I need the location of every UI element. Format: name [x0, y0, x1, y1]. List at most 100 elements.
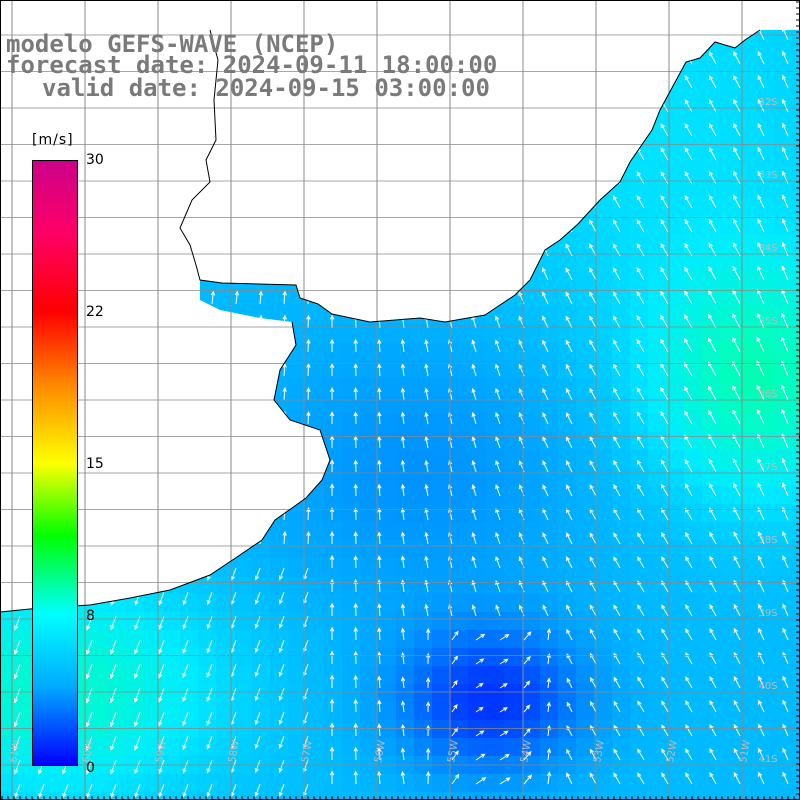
wind-arrow — [685, 772, 693, 785]
field-cell — [756, 684, 775, 703]
field-cell — [684, 90, 703, 109]
field-cell — [288, 774, 307, 793]
field-cell — [702, 540, 721, 559]
field-cell — [594, 396, 613, 415]
field-cell — [486, 720, 505, 739]
field-cell — [522, 342, 541, 361]
field-cell — [270, 576, 289, 595]
field-cell — [450, 324, 469, 343]
wind-arrow — [566, 748, 573, 761]
field-cell — [720, 396, 739, 415]
field-cell — [252, 630, 271, 649]
field-cell — [198, 630, 217, 649]
field-cell — [594, 558, 613, 577]
field-cell — [774, 648, 793, 667]
field-cell — [612, 468, 631, 487]
field-cell — [702, 324, 721, 343]
field-cell — [432, 486, 451, 505]
wind-arrow — [206, 639, 213, 654]
field-cell — [396, 504, 415, 523]
field-cell — [522, 396, 541, 415]
field-cell — [576, 666, 595, 685]
wind-arrow — [758, 747, 765, 761]
field-cell — [558, 702, 577, 721]
field-cell — [468, 792, 487, 800]
wind-arrow — [254, 759, 261, 774]
field-cell — [234, 648, 253, 667]
field-cell — [684, 720, 703, 739]
wind-arrow — [254, 735, 261, 750]
field-cell — [324, 378, 343, 397]
field-cell — [126, 648, 145, 667]
wind-arrow — [661, 556, 669, 569]
field-cell — [216, 612, 235, 631]
wind-arrow — [589, 411, 597, 425]
field-cell — [576, 702, 595, 721]
wind-arrow — [542, 387, 549, 401]
wind-arrow — [708, 409, 717, 425]
field-cell — [684, 342, 703, 361]
field-cell — [378, 522, 397, 541]
field-cell — [288, 738, 307, 757]
wind-arrow — [499, 777, 511, 785]
field-cell — [756, 342, 775, 361]
wind-arrow — [451, 703, 458, 713]
wind-arrow — [471, 555, 477, 569]
field-cell — [558, 378, 577, 397]
wind-arrow — [495, 436, 501, 449]
field-cell — [774, 702, 793, 721]
wind-arrow — [134, 783, 141, 798]
field-cell — [252, 540, 271, 559]
wind-arrow — [684, 147, 693, 161]
wind-arrow — [278, 759, 285, 774]
field-cell — [144, 792, 163, 800]
field-cell — [72, 792, 91, 800]
field-cell — [396, 630, 415, 649]
field-cell — [612, 270, 631, 289]
wind-arrow — [400, 507, 406, 521]
wind-arrow — [400, 747, 406, 761]
lat-label-37S: 37S — [758, 462, 777, 473]
wind-arrow — [613, 411, 621, 425]
wind-arrow — [757, 98, 765, 113]
field-cell — [342, 630, 361, 649]
field-cell — [378, 378, 397, 397]
field-cell — [792, 612, 800, 631]
wind-arrow — [613, 556, 621, 569]
field-cell — [576, 342, 595, 361]
field-cell — [684, 288, 703, 307]
wind-arrow — [329, 314, 335, 329]
wind-arrow — [684, 170, 693, 185]
field-cell — [648, 396, 667, 415]
field-cell — [630, 558, 649, 577]
field-cell — [450, 342, 469, 361]
field-cell — [396, 558, 415, 577]
field-cell — [720, 576, 739, 595]
field-cell — [720, 504, 739, 523]
wind-arrow — [782, 530, 789, 545]
field-cell — [684, 432, 703, 451]
field-cell — [756, 630, 775, 649]
field-cell — [504, 738, 523, 757]
field-cell — [270, 774, 289, 793]
wind-arrow — [495, 604, 501, 617]
wind-arrow — [542, 339, 549, 353]
field-cell — [432, 792, 451, 800]
field-cell — [522, 630, 541, 649]
field-cell — [702, 774, 721, 793]
wind-arrow — [475, 706, 484, 713]
wind-arrow — [613, 700, 621, 713]
wind-arrow — [589, 363, 597, 377]
wind-arrow — [733, 675, 741, 689]
field-cell — [558, 396, 577, 415]
field-cell — [522, 360, 541, 379]
field-cell — [252, 720, 271, 739]
field-cell — [234, 720, 253, 739]
wind-arrow — [684, 459, 693, 473]
wind-arrow — [782, 771, 789, 785]
field-cell — [684, 126, 703, 145]
field-cell — [666, 360, 685, 379]
field-cell — [648, 666, 667, 685]
wind-arrow — [757, 50, 765, 65]
